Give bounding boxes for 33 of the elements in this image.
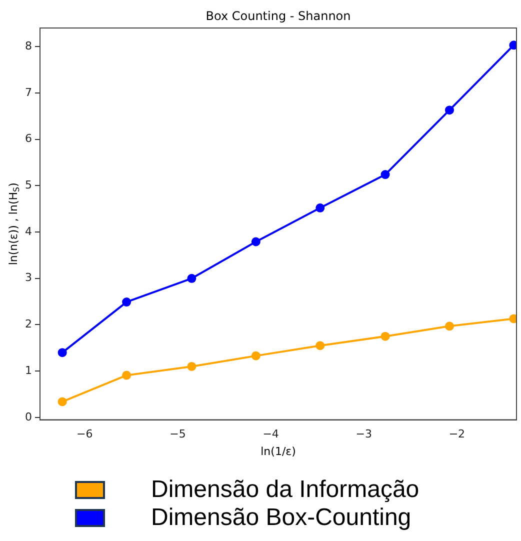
point: [316, 203, 325, 212]
point: [380, 332, 390, 341]
point: [251, 351, 260, 360]
point: [187, 274, 196, 283]
y-tick-label: 0: [25, 410, 32, 424]
legend-label: Dimensão da Informação: [151, 476, 420, 504]
x-axis-title: ln(1/ε): [260, 445, 296, 458]
chart-title: Box Counting - Shannon: [206, 9, 351, 23]
point: [444, 322, 454, 331]
y-tick-label: 7: [25, 86, 32, 99]
y-tick-label: 3: [25, 271, 32, 284]
point: [316, 341, 325, 350]
y-tick-label: 1: [25, 364, 32, 377]
x-tick-label: −4: [262, 427, 279, 440]
x-tick-label: −6: [76, 427, 93, 440]
y-tick-label: 6: [25, 132, 32, 146]
x-tick-label: −2: [448, 427, 466, 440]
y-tick-label: 5: [25, 178, 32, 192]
point: [122, 298, 132, 307]
point: [187, 362, 196, 371]
y-axis-title: ln(n(ε)) , ln(HS): [6, 182, 22, 266]
point: [122, 370, 132, 380]
point: [251, 237, 260, 246]
y-tick-label: 2: [25, 318, 32, 331]
y-tick-label: 8: [25, 39, 32, 52]
x-tick-label: −3: [356, 427, 372, 440]
x-tick-label: −5: [170, 427, 186, 440]
point: [444, 106, 454, 115]
point: [380, 170, 390, 180]
legend-label: Dimensão Box-Counting: [151, 504, 412, 532]
y-tick-label: 4: [25, 224, 32, 238]
point: [58, 348, 67, 358]
point: [58, 397, 67, 406]
